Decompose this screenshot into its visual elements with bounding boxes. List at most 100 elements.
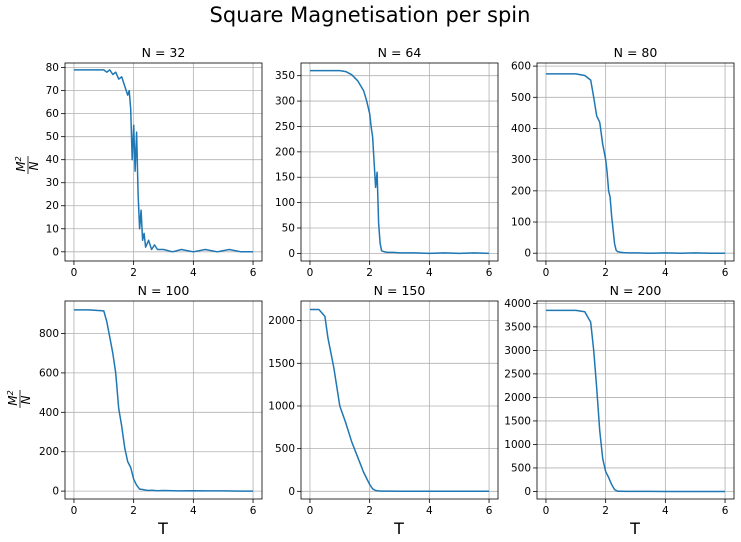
y-tick-label: 0 (52, 486, 59, 498)
panel-title: N = 64 (378, 45, 422, 60)
plot-frame (536, 300, 735, 500)
x-tick-label: 6 (722, 505, 729, 517)
x-tick-label: 0 (71, 505, 78, 517)
y-tick-label: 1000 (268, 400, 295, 412)
ylabel-row-1: M2 N (14, 156, 41, 174)
y-tick-label: 100 (275, 197, 295, 209)
panel-4: 0 2 4 6 0 200 400 600 800 N = 100 (39, 283, 263, 517)
x-tick-label: 0 (307, 505, 314, 517)
ylabel-row-2: M2 N (6, 390, 33, 408)
y-tick-label: 600 (511, 61, 531, 73)
plot-frame (300, 300, 499, 500)
y-tick-label: 80 (46, 62, 59, 74)
y-tick-label: 300 (511, 154, 531, 166)
y-tick-label: 3500 (504, 321, 531, 333)
y-tick-label: 4000 (504, 298, 531, 310)
y-tick-label: 2000 (504, 392, 531, 404)
series-line (310, 69, 490, 255)
y-tick-label: 100 (511, 217, 531, 229)
series-line (74, 69, 253, 253)
x-tick-label: 0 (543, 267, 550, 279)
y-tick-label: 400 (511, 123, 531, 135)
x-tick-label: 0 (71, 267, 78, 279)
y-tick-label: 200 (39, 446, 59, 458)
y-tick-label: 10 (46, 223, 59, 235)
y-tick-label: 60 (46, 108, 59, 120)
y-tick-label: 200 (511, 185, 531, 197)
y-tick-label: 30 (46, 177, 59, 189)
y-tick-label: 500 (511, 92, 531, 104)
x-tick-label: 4 (190, 505, 197, 517)
y-tick-label: 0 (52, 246, 59, 258)
y-tick-label: 600 (39, 367, 59, 379)
x-tick-label: 4 (662, 505, 669, 517)
panel-title: N = 200 (610, 283, 662, 298)
figure-title: Square Magnetisation per spin (210, 3, 531, 27)
y-tick-label: 2000 (268, 315, 295, 327)
y-tick-label: 350 (275, 70, 295, 82)
y-tick-label: 0 (524, 248, 531, 260)
series-line (546, 309, 725, 493)
y-tick-label: 0 (524, 486, 531, 498)
xlabel-col-3: T (629, 519, 640, 538)
panel-title: N = 100 (138, 283, 190, 298)
series-line (74, 309, 253, 492)
x-tick-label: 2 (130, 505, 137, 517)
plot-frame (64, 300, 263, 500)
y-tick-label: 500 (511, 462, 531, 474)
y-tick-label: 0 (288, 248, 295, 260)
y-tick-label: 250 (275, 121, 295, 133)
x-tick-label: 6 (250, 505, 257, 517)
panel-5: 0 2 4 6 0 500 1000 1500 2000 N = 150 (268, 283, 499, 517)
x-tick-label: 4 (662, 267, 669, 279)
series-line (546, 73, 725, 254)
x-tick-label: 2 (366, 505, 373, 517)
y-tick-label: 1500 (268, 358, 295, 370)
xlabel-col-2: T (393, 519, 404, 538)
panel-title: N = 150 (374, 283, 426, 298)
svg-text:M2: M2 (14, 156, 28, 171)
panel-title: N = 80 (614, 45, 658, 60)
panel-3: 0 2 4 6 0 100 200 300 400 500 600 N = 80 (511, 45, 735, 279)
y-tick-label: 300 (275, 96, 295, 108)
xlabel-col-1: T (157, 519, 168, 538)
panel-title: N = 32 (142, 45, 186, 60)
series-line (310, 308, 489, 493)
y-tick-label: 400 (39, 407, 59, 419)
y-tick-label: 800 (39, 328, 59, 340)
x-tick-label: 4 (426, 505, 433, 517)
svg-text:N: N (27, 161, 41, 170)
x-tick-label: 0 (543, 505, 550, 517)
y-tick-label: 150 (275, 172, 295, 184)
y-tick-label: 500 (275, 443, 295, 455)
x-tick-label: 2 (602, 267, 609, 279)
y-tick-label: 20 (46, 200, 59, 212)
y-tick-label: 70 (46, 85, 59, 97)
panel-6: 0 2 4 6 0 500 1000 1500 2000 2500 3000 3500 4000 N = … (504, 283, 735, 517)
y-tick-label: 1000 (504, 439, 531, 451)
y-tick-label: 200 (275, 146, 295, 158)
y-tick-label: 50 (282, 223, 295, 235)
y-tick-label: 3000 (504, 345, 531, 357)
panel-2: 0 2 4 6 0 50 100 150 200 250 300 350 N = 64 (275, 45, 499, 279)
svg-text:M2: M2 (6, 390, 20, 405)
y-tick-label: 40 (46, 154, 59, 166)
plot-frame (300, 62, 499, 262)
x-tick-label: 4 (190, 267, 197, 279)
x-tick-label: 6 (250, 267, 257, 279)
x-tick-label: 2 (366, 267, 373, 279)
y-tick-label: 50 (46, 131, 59, 143)
y-tick-label: 2500 (504, 368, 531, 380)
x-tick-label: 6 (722, 267, 729, 279)
plot-frame (64, 62, 263, 262)
x-tick-label: 4 (426, 267, 433, 279)
svg-text:N: N (19, 395, 33, 404)
x-tick-label: 2 (602, 505, 609, 517)
y-tick-label: 1500 (504, 415, 531, 427)
x-tick-label: 6 (486, 267, 493, 279)
y-tick-label: 0 (288, 486, 295, 498)
x-tick-label: 6 (486, 505, 493, 517)
x-tick-label: 2 (130, 267, 137, 279)
